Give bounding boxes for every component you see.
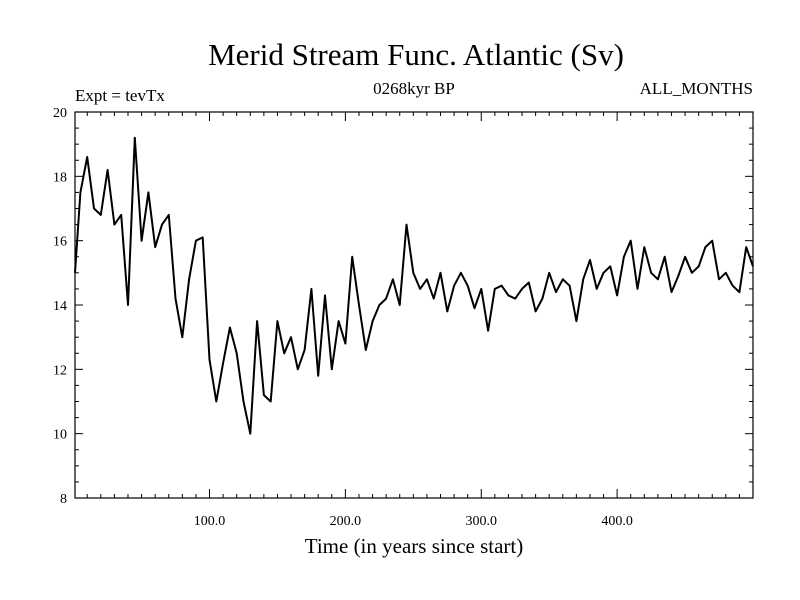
tick-labels: 8 10 12 14 16 18 20 100.0 200.0 300.0 400.0 xyxy=(53,106,633,529)
subtitle-right: ALL_MONTHS xyxy=(640,79,753,98)
y-tick-label: 20 xyxy=(53,106,67,121)
y-tick-label: 16 xyxy=(53,235,67,250)
y-tick-label: 10 xyxy=(53,428,67,443)
y-tick-label: 14 xyxy=(53,299,67,314)
x-axis-label: Time (in years since start) xyxy=(305,534,524,558)
y-tick-label: 8 xyxy=(60,492,67,507)
chart-title: Merid Stream Func. Atlantic (Sv) xyxy=(208,37,624,72)
y-tick-label: 18 xyxy=(53,170,67,185)
series-line xyxy=(74,136,754,435)
subtitle-center: 0268kyr BP xyxy=(373,79,455,98)
x-tick-label: 200.0 xyxy=(330,514,362,529)
y-tick-label: 12 xyxy=(53,363,67,378)
plot-frame xyxy=(74,111,754,499)
x-tick-label: 300.0 xyxy=(466,514,498,529)
x-tick-label: 100.0 xyxy=(194,514,226,529)
subtitle-left: Expt = tevTx xyxy=(75,86,165,105)
x-tick-label: 400.0 xyxy=(601,514,633,529)
